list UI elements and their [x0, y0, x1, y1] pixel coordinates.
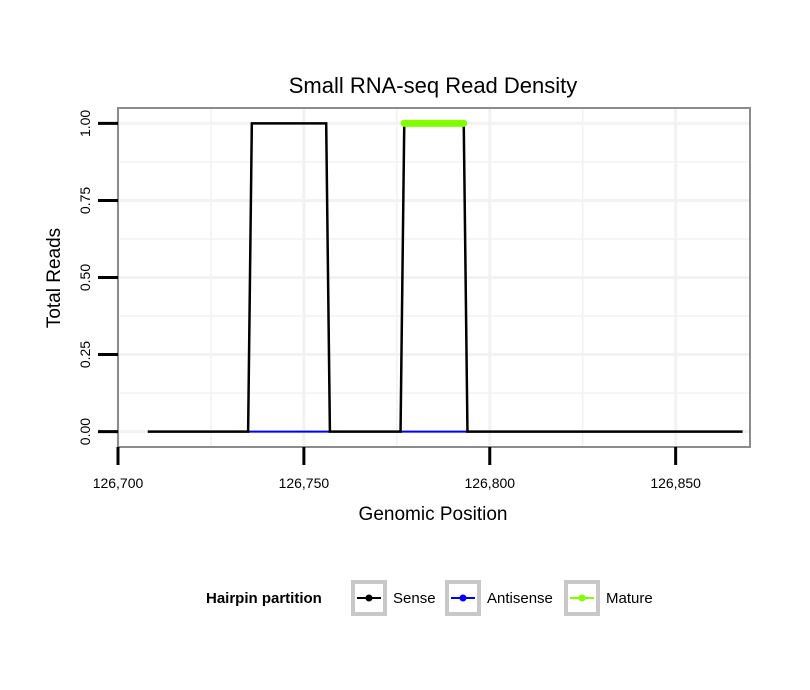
y-axis: 0.00 0.25 0.50 0.75 1.00 — [77, 110, 118, 445]
legend-item-sense: Sense — [351, 580, 436, 616]
x-tick-label: 126,700 — [93, 475, 144, 491]
legend-item-mature: Mature — [564, 580, 653, 616]
x-tick-label: 126,850 — [650, 475, 701, 491]
x-axis: 126,700 126,750 126,800 126,850 — [93, 447, 701, 491]
y-tick-label: 0.25 — [77, 341, 93, 368]
legend-title: Hairpin partition — [206, 590, 322, 607]
legend-key-point — [365, 594, 373, 602]
legend-item-antisense: Antisense — [445, 580, 553, 616]
legend: Hairpin partition Sense Antisense Mature — [206, 580, 653, 616]
legend-key-point — [459, 594, 467, 602]
y-tick-label: 0.75 — [77, 187, 93, 214]
series-sense-line — [147, 122, 743, 433]
legend-label: Sense — [393, 590, 436, 607]
legend-label: Mature — [606, 590, 653, 607]
x-axis-title: Genomic Position — [359, 504, 508, 525]
x-tick-label: 126,800 — [464, 475, 515, 491]
y-tick-label: 0.50 — [77, 264, 93, 291]
y-tick-label: 1.00 — [77, 110, 93, 137]
y-axis-title: Total Reads — [44, 228, 65, 328]
legend-key-point — [578, 594, 586, 602]
x-tick-label: 126,750 — [279, 475, 330, 491]
y-tick-label: 0.00 — [77, 418, 93, 445]
grid-lines — [116, 108, 750, 447]
series-layer — [147, 119, 743, 433]
chart-title: Small RNA-seq Read Density — [289, 73, 578, 98]
legend-label: Antisense — [487, 590, 553, 607]
